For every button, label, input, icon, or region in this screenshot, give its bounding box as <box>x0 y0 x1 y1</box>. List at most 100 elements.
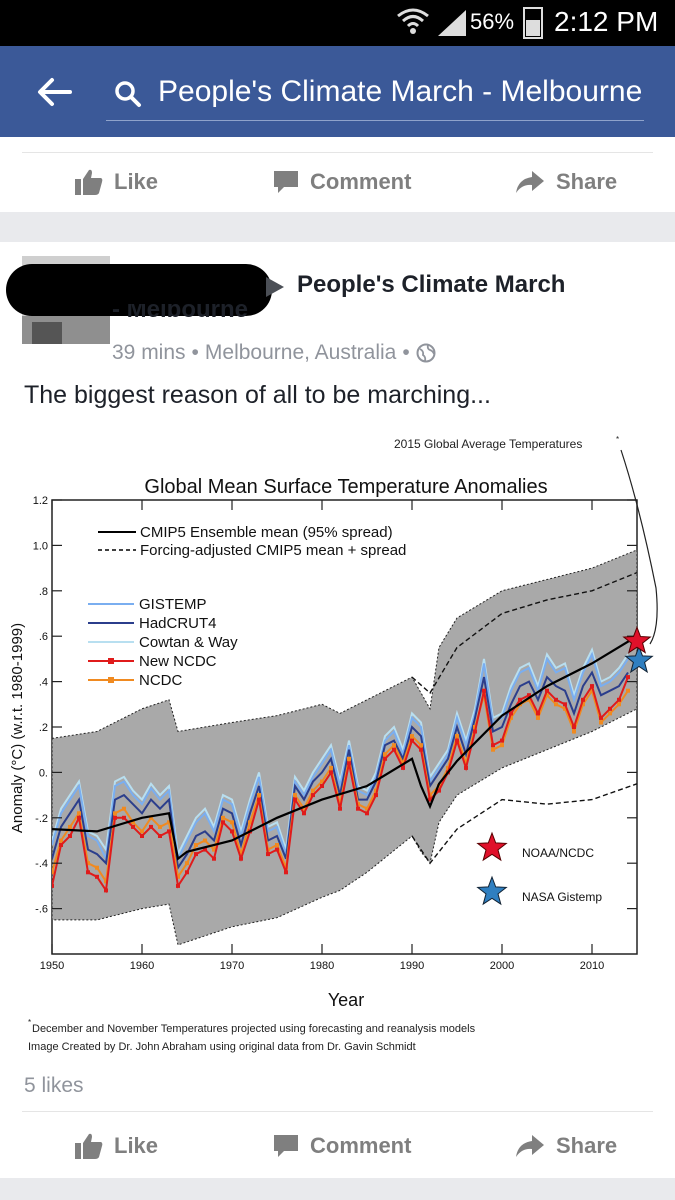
legend-marker <box>108 677 114 683</box>
page-name-continued[interactable]: - Melbourne <box>112 304 248 323</box>
footnote-asterisk: * <box>28 1018 31 1027</box>
like-button[interactable]: Like <box>74 1116 158 1176</box>
data-point <box>329 770 333 775</box>
share-label: Share <box>556 169 618 194</box>
forcing-adjusted-upper-line <box>411 571 637 695</box>
data-point <box>131 820 135 825</box>
data-point <box>572 729 576 734</box>
annotation-leader-line <box>620 449 658 645</box>
data-point <box>95 874 99 879</box>
data-point <box>509 715 513 720</box>
y-tick-label: -.4 <box>35 858 48 870</box>
like-label: Like <box>114 169 159 194</box>
search-query[interactable]: People's Climate March - Melbourne <box>158 75 643 108</box>
y-axis-label: Anomaly (°C) (w.r.t. 1980-1999) <box>9 623 26 833</box>
data-point <box>410 738 414 743</box>
data-point <box>122 815 126 820</box>
data-point <box>464 765 468 770</box>
data-point <box>293 793 297 798</box>
data-point <box>473 729 477 734</box>
data-point <box>185 870 189 875</box>
data-point <box>419 743 423 748</box>
post-location[interactable]: Melbourne, Australia <box>204 341 397 364</box>
data-point <box>52 870 54 875</box>
data-point <box>59 838 63 843</box>
data-point <box>365 811 369 816</box>
data-point <box>185 861 189 866</box>
x-tick-label: 1970 <box>220 960 244 972</box>
data-point <box>239 852 243 857</box>
star-marker-nasa <box>624 645 654 674</box>
share-button[interactable]: Share <box>514 152 617 212</box>
y-tick-label: 1.2 <box>33 495 48 507</box>
clock: 2:12 PM <box>554 6 659 37</box>
comment-button[interactable]: Comment <box>272 1116 411 1176</box>
data-point <box>374 788 378 793</box>
data-point <box>608 706 612 711</box>
redacted-name <box>6 264 272 316</box>
comment-icon <box>274 1135 298 1157</box>
data-point <box>176 874 180 879</box>
legend-label-cmip5: CMIP5 Ensemble mean (95% spread) <box>140 524 393 541</box>
meta-separator: • <box>191 341 199 364</box>
divider <box>22 1111 653 1112</box>
comment-button[interactable]: Comment <box>272 152 411 212</box>
data-point <box>491 747 495 752</box>
data-point <box>410 734 414 739</box>
legend-label-nasa: NASA Gistemp <box>522 890 602 904</box>
data-point <box>302 811 306 816</box>
data-point <box>167 829 171 834</box>
data-point <box>509 711 513 716</box>
data-point <box>500 738 504 743</box>
data-point <box>320 779 324 784</box>
data-point <box>437 788 441 793</box>
data-point <box>500 743 504 748</box>
back-arrow-icon[interactable] <box>36 76 72 108</box>
legend-label: New NCDC <box>139 653 217 670</box>
legend-marker <box>108 658 114 664</box>
data-point <box>311 788 315 793</box>
search-icon <box>115 81 141 107</box>
like-button[interactable]: Like <box>74 152 158 212</box>
data-point <box>230 820 234 825</box>
comment-label: Comment <box>310 169 412 194</box>
page-name[interactable]: People's Climate March <box>297 271 566 298</box>
footnote-line-2: Image Created by Dr. John Abraham using … <box>28 1041 416 1053</box>
x-tick-label: 1950 <box>40 960 64 972</box>
like-count[interactable]: 5 likes <box>24 1074 84 1097</box>
data-point <box>131 824 135 829</box>
signal-icon <box>438 10 466 36</box>
data-point <box>527 697 531 702</box>
share-button[interactable]: Share <box>514 1116 617 1176</box>
y-tick-label: -.6 <box>35 904 48 916</box>
data-point <box>491 743 495 748</box>
data-point <box>86 861 90 866</box>
top-nav-bar: People's Climate March - Melbourne <box>0 46 675 137</box>
data-point <box>59 843 63 847</box>
data-point <box>347 756 351 761</box>
annotation-text: 2015 Global Average Temperatures <box>394 437 582 451</box>
data-point <box>284 870 288 875</box>
data-point <box>482 688 486 693</box>
post-text: The biggest reason of all to be marching… <box>24 381 491 409</box>
x-tick-label: 1990 <box>400 960 424 972</box>
feed-gap <box>0 1178 675 1200</box>
post-time[interactable]: 39 mins <box>112 341 186 364</box>
data-point <box>617 697 621 702</box>
y-tick-label: .4 <box>39 677 48 689</box>
chart-image[interactable]: 2015 Global Average Temperatures * Globa… <box>0 428 675 1053</box>
data-point <box>140 834 144 838</box>
data-point <box>464 761 468 766</box>
search-field[interactable]: People's Climate March - Melbourne <box>106 60 644 121</box>
data-point <box>266 852 270 857</box>
divider <box>22 152 653 153</box>
data-point <box>554 697 558 702</box>
data-point <box>545 693 549 698</box>
battery-icon <box>523 7 543 39</box>
x-tick-label: 2010 <box>580 960 604 972</box>
star-marker-noaa <box>622 625 652 654</box>
thumbs-up-icon <box>75 1133 103 1159</box>
data-point <box>68 834 72 838</box>
data-point <box>347 761 351 766</box>
y-tick-label: .2 <box>39 722 48 734</box>
